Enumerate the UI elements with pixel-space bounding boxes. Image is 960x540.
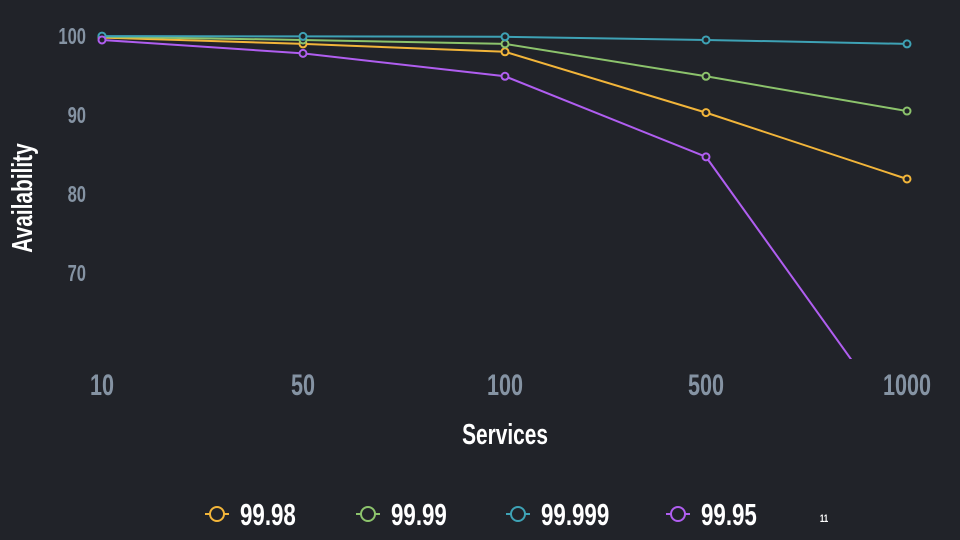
x-tick-label: 100 — [487, 367, 523, 401]
data-point — [500, 39, 510, 49]
legend-label: 99.99 — [391, 497, 447, 531]
x-tick-label: 1000 — [883, 367, 931, 401]
data-point — [500, 32, 510, 42]
data-point — [701, 71, 711, 81]
data-point — [701, 108, 711, 118]
y-tick-label: 90 — [68, 103, 86, 128]
data-point — [902, 174, 912, 184]
legend-marker-icon — [510, 506, 526, 522]
legend-label: 99.98 — [240, 497, 296, 531]
legend-item-99.98[interactable]: 99.98 — [205, 497, 296, 532]
legend: 99.98 99.99 99.999 99.95 — [205, 497, 757, 532]
x-tick-label: 50 — [291, 367, 315, 401]
legend-item-99.99[interactable]: 99.99 — [356, 497, 447, 532]
x-tick-label: 10 — [90, 367, 114, 401]
legend-marker-icon — [360, 506, 376, 522]
x-axis-label: Services — [462, 419, 548, 451]
data-point — [902, 106, 912, 116]
x-axis-ticks: 10 50 100 500 1000 — [90, 367, 931, 401]
legend-item-99.999[interactable]: 99.999 — [506, 497, 609, 532]
data-point — [298, 31, 308, 41]
y-tick-label: 100 — [58, 24, 86, 49]
legend-marker-icon — [209, 506, 225, 522]
legend-label: 99.95 — [701, 497, 757, 531]
data-point — [500, 47, 510, 57]
data-point — [902, 39, 912, 49]
series-group — [97, 31, 912, 441]
y-axis-ticks: 70 80 90 100 — [58, 24, 86, 286]
y-axis-label: Availability — [7, 143, 39, 252]
page-number: 11 — [820, 513, 829, 526]
y-tick-label: 80 — [68, 182, 86, 207]
x-tick-label: 500 — [688, 367, 724, 401]
y-tick-label: 70 — [68, 261, 86, 286]
legend-label: 99.999 — [541, 497, 609, 531]
series-99.95 — [97, 35, 911, 441]
data-point — [298, 48, 308, 58]
legend-item-99.95[interactable]: 99.95 — [666, 497, 757, 532]
series-line — [101, 36, 908, 180]
data-point — [97, 35, 107, 45]
data-point — [701, 152, 711, 162]
legend-marker-icon — [670, 506, 686, 522]
data-point — [904, 434, 911, 441]
data-point — [701, 35, 711, 45]
data-point — [500, 71, 510, 81]
series-99.999 — [97, 31, 912, 49]
series-99.98 — [97, 33, 912, 184]
